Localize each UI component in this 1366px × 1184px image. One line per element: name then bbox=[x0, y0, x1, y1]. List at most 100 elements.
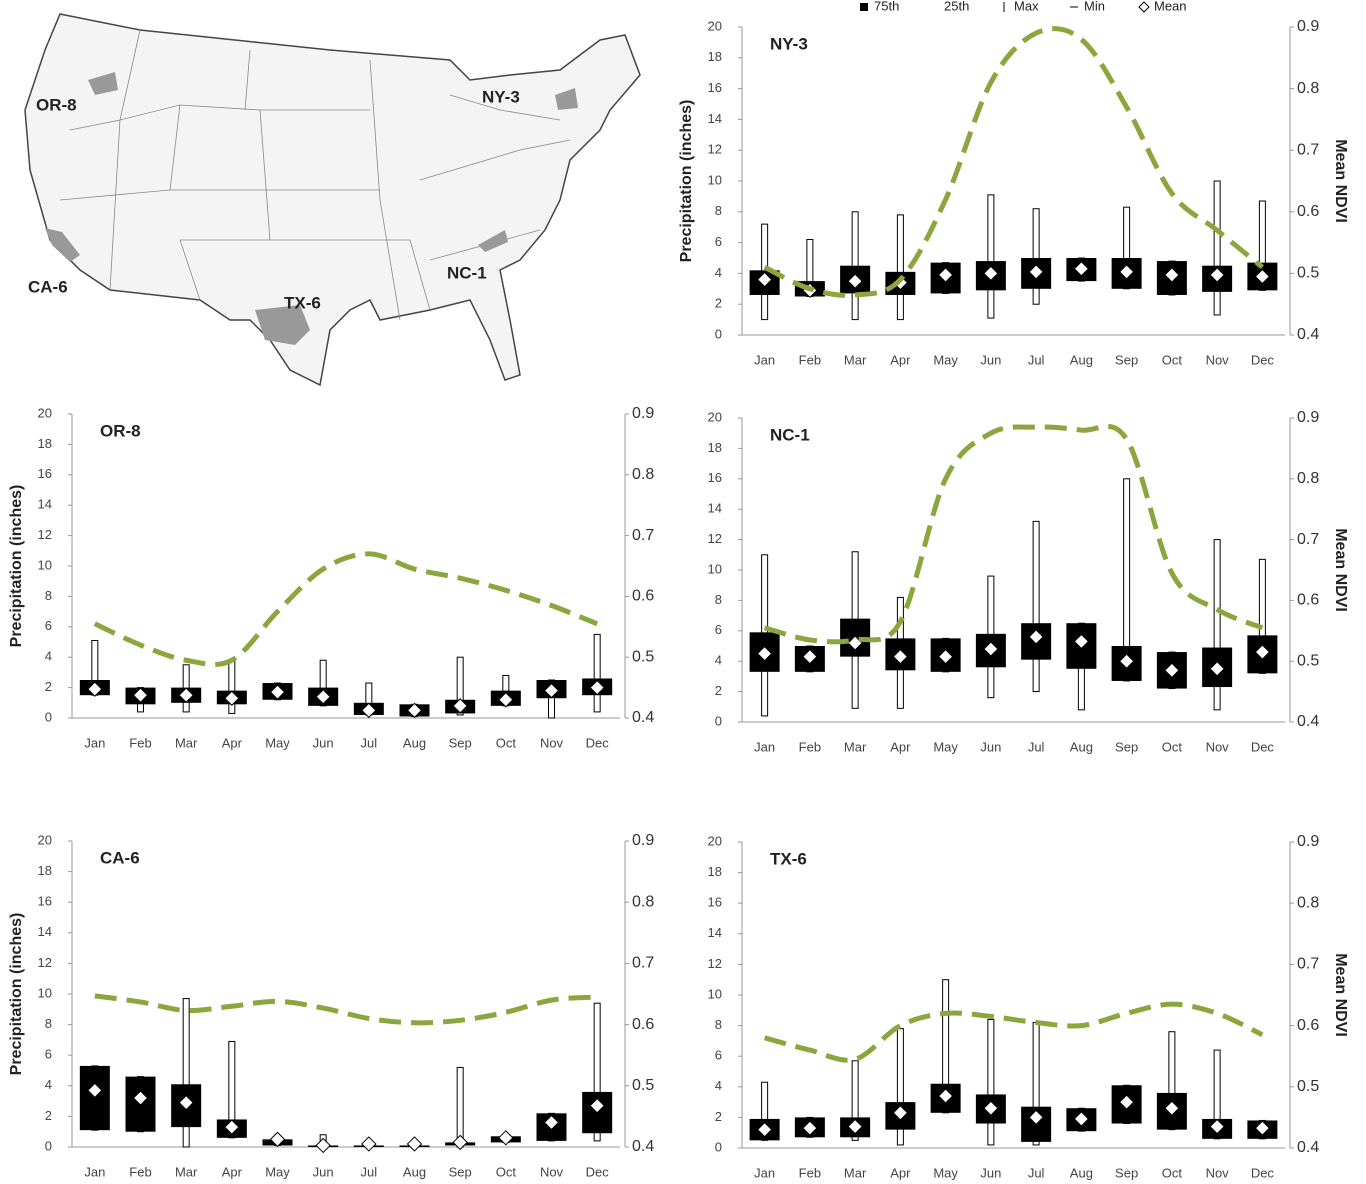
y-tick-label: 20 bbox=[708, 409, 722, 424]
y-tick-label: 16 bbox=[708, 470, 722, 485]
y2-axis-label: Mean NDVI bbox=[1332, 528, 1349, 612]
mean-marker bbox=[589, 1097, 605, 1114]
ndvi-line bbox=[93, 551, 599, 667]
y-tick-label: 6 bbox=[45, 618, 52, 633]
mean-marker bbox=[498, 1130, 514, 1146]
legend-label: 75th bbox=[874, 0, 899, 13]
x-tick-label: Apr bbox=[890, 1165, 911, 1180]
y2-tick-label: 0.7 bbox=[1297, 141, 1319, 158]
x-tick-label: Jan bbox=[754, 1165, 775, 1180]
whisker bbox=[1032, 208, 1040, 305]
x-tick-label: Apr bbox=[222, 735, 243, 750]
y2-tick-label: 0.5 bbox=[1297, 1078, 1319, 1095]
mean-marker bbox=[983, 641, 999, 657]
y-tick-label: 18 bbox=[708, 864, 722, 879]
x-tick-label: Jul bbox=[361, 735, 378, 750]
mean-marker bbox=[87, 681, 103, 697]
whisker bbox=[942, 979, 950, 1114]
y2-tick-label: 0.6 bbox=[632, 588, 654, 605]
x-tick-label: Sep bbox=[1115, 1165, 1138, 1180]
y2-tick-label: 0.8 bbox=[1297, 894, 1319, 911]
x-tick-label: May bbox=[933, 352, 958, 367]
y2-tick-label: 0.9 bbox=[1297, 833, 1319, 850]
mean-marker bbox=[1209, 661, 1225, 677]
y-tick-label: 2 bbox=[45, 1108, 52, 1123]
y2-tick-label: 0.9 bbox=[1297, 18, 1319, 35]
mean-marker bbox=[543, 1114, 560, 1131]
mean-marker bbox=[756, 1121, 773, 1138]
x-tick-label: Aug bbox=[1070, 1165, 1093, 1180]
y2-tick-label: 0.4 bbox=[1297, 1139, 1319, 1156]
mean-marker bbox=[1164, 267, 1180, 283]
whisker bbox=[456, 656, 464, 716]
mean-marker bbox=[1254, 644, 1271, 660]
y2-tick-label: 0.5 bbox=[1297, 265, 1319, 282]
x-tick-label: Feb bbox=[799, 352, 821, 367]
mean-marker bbox=[802, 1120, 818, 1136]
x-tick-label: Oct bbox=[496, 1164, 517, 1179]
y-tick-label: 12 bbox=[708, 142, 722, 157]
mean-marker bbox=[937, 1088, 954, 1104]
y2-axis-label: Mean NDVI bbox=[1332, 139, 1349, 223]
x-tick-label: Dec bbox=[1251, 1165, 1275, 1180]
x-tick-label: Feb bbox=[129, 1164, 151, 1179]
x-tick-label: Dec bbox=[1251, 352, 1275, 367]
y-tick-label: 0 bbox=[45, 1138, 52, 1153]
mean-marker bbox=[1164, 662, 1180, 679]
whisker bbox=[896, 1028, 904, 1146]
chart-panel: 0 2 4 6 8 10 12 14 16 18 20 0.4 0.5 0.6 0.7 0.8 0.9 Preci… bbox=[678, 18, 1349, 367]
y-tick-label: 4 bbox=[715, 1078, 722, 1093]
map-label: CA-6 bbox=[28, 277, 68, 296]
y-tick-label: 14 bbox=[708, 111, 722, 126]
y-tick-label: 0 bbox=[715, 1139, 722, 1154]
x-tick-label: Feb bbox=[129, 735, 151, 750]
y2-tick-label: 0.9 bbox=[632, 405, 654, 422]
mean-marker bbox=[1028, 264, 1044, 280]
chart-title: NC-1 bbox=[770, 425, 810, 444]
x-tick-label: Mar bbox=[844, 352, 867, 367]
y-tick-label: 4 bbox=[715, 653, 722, 668]
mean-marker bbox=[498, 692, 514, 708]
x-tick-label: Jul bbox=[1028, 352, 1045, 367]
y2-tick-label: 0.6 bbox=[1297, 592, 1319, 609]
chart-panel: 0 2 4 6 8 10 12 14 16 18 20 0.4 0.5 0.6 0.7 0.8 0.9 Mean … bbox=[708, 833, 1349, 1180]
y-tick-label: 20 bbox=[708, 833, 722, 848]
y-tick-label: 8 bbox=[715, 592, 722, 607]
y2-tick-label: 0.6 bbox=[1297, 1017, 1319, 1034]
mean-marker bbox=[892, 648, 909, 665]
x-tick-label: Aug bbox=[403, 735, 426, 750]
mean-marker bbox=[543, 682, 560, 699]
mean-marker bbox=[983, 1100, 999, 1116]
y2-tick-label: 0.4 bbox=[632, 1138, 654, 1155]
mean-marker bbox=[756, 271, 773, 288]
region-ca-6 bbox=[45, 228, 80, 262]
y2-axis-label: Mean NDVI bbox=[1332, 953, 1349, 1037]
y-axis-label: Precipitation (inches) bbox=[678, 100, 695, 263]
y-axis-label: Precipitation (inches) bbox=[8, 913, 25, 1076]
y-tick-label: 6 bbox=[715, 622, 722, 637]
y-tick-label: 14 bbox=[708, 925, 722, 940]
y2-tick-label: 0.9 bbox=[1297, 409, 1319, 426]
y-tick-label: 18 bbox=[708, 49, 722, 64]
y2-tick-label: 0.7 bbox=[1297, 531, 1319, 548]
x-tick-label: Oct bbox=[1162, 352, 1183, 367]
chart-panel: 0 2 4 6 8 10 12 14 16 18 20 0.4 0.5 0.6 0.7 0.8 0.9 Preci… bbox=[8, 832, 654, 1179]
y-tick-label: 2 bbox=[715, 296, 722, 311]
y-tick-label: 14 bbox=[38, 497, 52, 512]
mean-marker bbox=[1254, 1120, 1271, 1136]
x-tick-label: Feb bbox=[799, 1165, 821, 1180]
x-tick-label: Nov bbox=[1206, 1165, 1230, 1180]
y-tick-label: 18 bbox=[38, 436, 52, 451]
y-tick-label: 0 bbox=[45, 709, 52, 724]
y-tick-label: 2 bbox=[715, 1109, 722, 1124]
y-tick-label: 8 bbox=[45, 1016, 52, 1031]
x-tick-label: Jul bbox=[1028, 1165, 1045, 1180]
y-tick-label: 20 bbox=[38, 832, 52, 847]
x-tick-label: Nov bbox=[540, 735, 564, 750]
y2-tick-label: 0.9 bbox=[632, 832, 654, 849]
x-tick-label: Jul bbox=[1028, 739, 1045, 754]
y-tick-label: 14 bbox=[708, 501, 722, 516]
y-tick-label: 4 bbox=[715, 265, 722, 280]
mean-marker bbox=[1254, 268, 1271, 285]
y2-tick-label: 0.8 bbox=[632, 466, 654, 483]
